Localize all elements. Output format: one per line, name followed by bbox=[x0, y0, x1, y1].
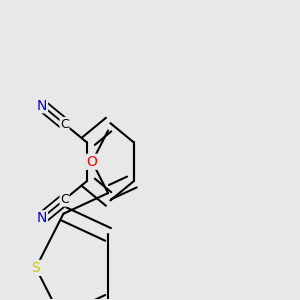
Text: N: N bbox=[37, 99, 47, 112]
Text: N: N bbox=[37, 211, 47, 225]
Text: C: C bbox=[60, 193, 69, 206]
Text: S: S bbox=[32, 261, 40, 275]
Text: C: C bbox=[60, 118, 69, 130]
Text: O: O bbox=[87, 155, 98, 169]
